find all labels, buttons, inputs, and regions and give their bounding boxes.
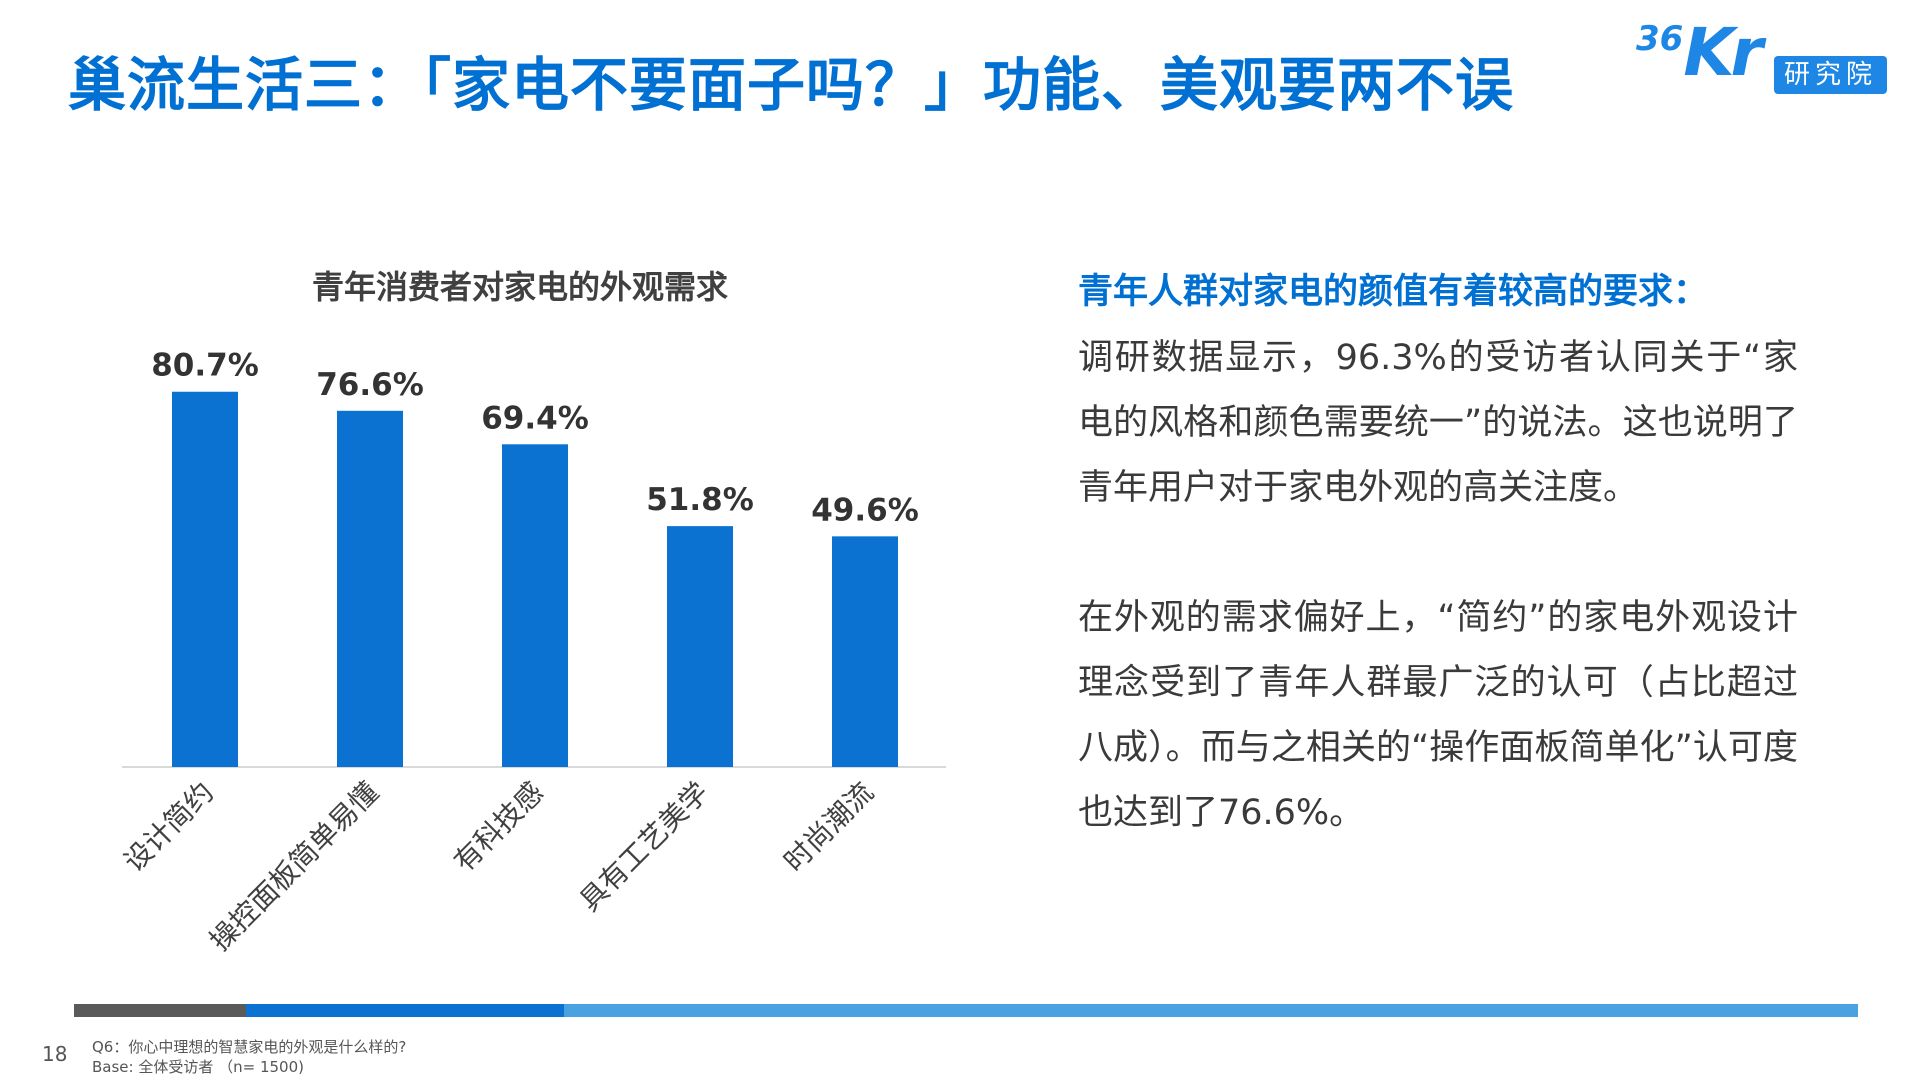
- footnote-question: Q6：你心中理想的智慧家电的外观是什么样的?: [92, 1038, 407, 1056]
- category-label-4: 具有工艺美学: [573, 776, 715, 918]
- footer-bar-blue: [246, 1004, 564, 1017]
- bar-2: [337, 410, 403, 767]
- bar-4: [667, 526, 733, 767]
- page-number: 18: [42, 1042, 68, 1066]
- value-label-1: 80.7%: [151, 348, 259, 384]
- value-label-4: 51.8%: [646, 482, 754, 518]
- value-label-5: 49.6%: [811, 492, 919, 528]
- value-label-3: 69.4%: [481, 400, 589, 436]
- description-paragraph-1: 调研数据显示，96.3%的受访者认同关于“家电的风格和颜色需要统一”的说法。这也…: [1078, 338, 1798, 508]
- logo-badge: 研究院: [1774, 56, 1888, 94]
- category-label-3: 有科技感: [447, 776, 550, 879]
- value-label-2: 76.6%: [316, 367, 424, 403]
- bar-1: [172, 391, 238, 767]
- bar-5: [832, 536, 898, 767]
- description-heading: 青年人群对家电的颜值有着较高的要求：: [1078, 272, 1709, 312]
- footer-bar-light: [564, 1004, 1858, 1017]
- footer-bar-dark: [74, 1004, 246, 1017]
- category-label-5: 时尚潮流: [777, 776, 880, 879]
- footnote-base: Base: 全体受访者 （n= 1500): [92, 1058, 304, 1076]
- page-title: 巢流生活三：「家电不要面子吗？」功能、美观要两不误: [68, 51, 1515, 119]
- chart-title: 青年消费者对家电的外观需求: [311, 268, 728, 306]
- bar-3: [502, 444, 568, 767]
- category-label-2: 操控面板简单易懂: [203, 776, 385, 958]
- description-paragraph-2: 在外观的需求偏好上，“简约”的家电外观设计理念受到了青年人群最广泛的认可（占比超…: [1078, 598, 1798, 833]
- description-panel: 青年人群对家电的颜值有着较高的要求： 调研数据显示，96.3%的受访者认同关于“…: [1078, 268, 1798, 846]
- logo-mark: 36Kr: [1636, 14, 1763, 91]
- category-label-1: 设计简约: [117, 776, 220, 879]
- brand-logo: 36Kr 研究院: [1636, 14, 1900, 94]
